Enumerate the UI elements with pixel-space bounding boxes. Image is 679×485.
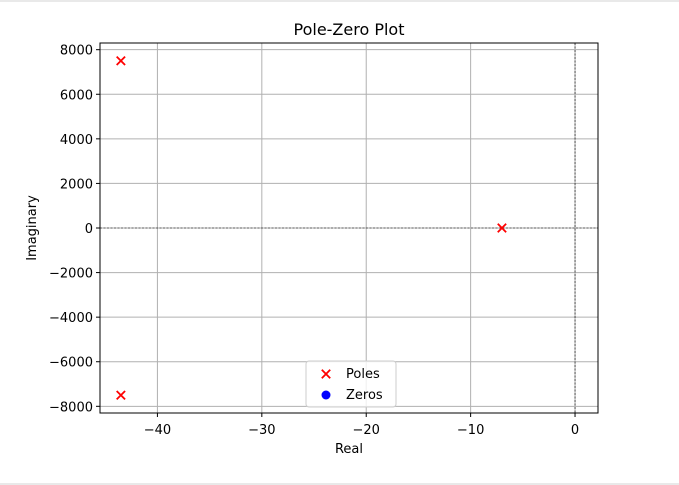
reference-lines bbox=[100, 43, 598, 413]
y-tick-label: −8000 bbox=[49, 400, 93, 415]
pole-marker bbox=[497, 223, 507, 233]
y-tick-label: 6000 bbox=[60, 88, 93, 103]
y-tick-label: −4000 bbox=[49, 311, 93, 326]
x-tick-label: −10 bbox=[457, 423, 484, 438]
y-tick-label: 8000 bbox=[60, 44, 93, 59]
x-axis-label: Real bbox=[335, 442, 363, 457]
x-tick-label: −40 bbox=[144, 423, 171, 438]
legend-poles-marker bbox=[321, 369, 331, 379]
pole-marker bbox=[116, 55, 126, 66]
y-tick-label: 0 bbox=[85, 222, 93, 237]
legend: Poles Zeros bbox=[305, 360, 397, 408]
x-tick-label: −20 bbox=[353, 423, 380, 438]
y-axis-ticks: −8000 −6000 −4000 −2000 0 2000 4000 6000 8000 bbox=[49, 44, 100, 415]
y-tick-label: 4000 bbox=[60, 133, 93, 148]
x-tick-label: −30 bbox=[248, 423, 275, 438]
x-tick-label: 0 bbox=[571, 423, 579, 438]
pole-marker bbox=[116, 390, 126, 401]
y-tick-label: 2000 bbox=[60, 177, 93, 192]
data-points bbox=[116, 55, 507, 401]
chart-title: Pole-Zero Plot bbox=[294, 20, 405, 39]
y-tick-label: −6000 bbox=[49, 356, 93, 371]
legend-zeros-marker bbox=[321, 390, 331, 400]
x-axis-ticks: −40 −30 −20 −10 0 bbox=[144, 413, 579, 438]
y-axis-label: Imaginary bbox=[25, 195, 40, 261]
legend-zeros-label: Zeros bbox=[346, 388, 383, 403]
y-tick-label: −2000 bbox=[49, 267, 93, 282]
legend-poles-label: Poles bbox=[346, 367, 380, 382]
